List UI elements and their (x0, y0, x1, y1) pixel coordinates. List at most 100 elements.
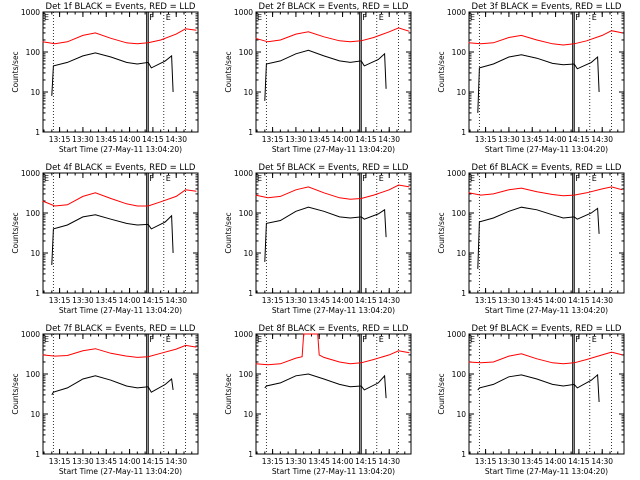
series-events-line (51, 52, 174, 96)
y-axis-label: Counts/sec (437, 373, 446, 414)
plot-frame (468, 11, 625, 133)
series-lld-line (468, 186, 623, 197)
panel-title: Det 7f BLACK = Events, RED = LLD (46, 324, 196, 334)
series-lld-line (42, 28, 197, 45)
panel-title: Det 2f BLACK = Events, RED = LLD (259, 2, 409, 12)
series-lld-line (42, 189, 197, 207)
y-tick-label: 1000 (234, 8, 253, 17)
y-tick-label: 1000 (234, 169, 253, 178)
y-tick-label: 10 (30, 88, 40, 97)
marker-label: E (44, 335, 49, 344)
series-events-line (264, 373, 387, 399)
y-tick-label: 100 (26, 370, 41, 379)
y-tick-label: 100 (452, 209, 467, 218)
x-tick-label: 13:45 (521, 296, 543, 305)
marker-label: E (470, 13, 475, 22)
y-axis-label: Counts/sec (11, 51, 20, 92)
y-axis-label: Counts/sec (437, 51, 446, 92)
x-tick-label: 14:00 (119, 457, 141, 466)
x-tick-label: 14:30 (378, 135, 400, 144)
y-tick-label: 1000 (21, 330, 40, 339)
y-tick-label: 1 (35, 289, 40, 298)
marker-label: E (470, 335, 475, 344)
y-tick-label: 1 (461, 289, 466, 298)
y-tick-label: 10 (243, 410, 253, 419)
detector-panel-1: Det 1f BLACK = Events, RED = LLD 1 10 100 10… (11, 2, 199, 154)
marker-label: F (149, 174, 154, 183)
x-tick-label: 13:15 (49, 457, 71, 466)
plot-frame (468, 333, 625, 455)
x-tick-label: 14:30 (378, 296, 400, 305)
y-tick-label: 100 (452, 370, 467, 379)
x-axis-label: Start Time (27-May-11 13:04:20) (485, 467, 608, 476)
x-tick-label: 14:00 (332, 296, 354, 305)
y-tick-label: 10 (30, 410, 40, 419)
marker-label: E (257, 174, 262, 183)
marker-label: F (575, 13, 580, 22)
x-tick-label: 13:30 (285, 135, 307, 144)
y-tick-label: 1 (35, 128, 40, 137)
y-tick-label: 100 (239, 209, 254, 218)
marker-label: F (362, 174, 367, 183)
panel-title: Det 6f BLACK = Events, RED = LLD (472, 163, 622, 173)
series-lld-line (468, 30, 623, 46)
x-tick-label: 14:00 (119, 296, 141, 305)
x-tick-label: 14:15 (568, 457, 590, 466)
x-tick-label: 13:30 (498, 135, 520, 144)
x-tick-label: 14:15 (142, 457, 164, 466)
panel-title: Det 8f BLACK = Events, RED = LLD (259, 324, 409, 334)
series-lld-line (255, 184, 410, 200)
y-tick-label: 10 (456, 249, 466, 258)
y-tick-label: 1000 (21, 8, 40, 17)
x-tick-label: 13:45 (95, 457, 117, 466)
series-lld-line (255, 27, 410, 43)
detector-panel-5: Det 5f BLACK = Events, RED = LLD 1 10 100 10… (224, 163, 412, 315)
x-tick-label: 14:00 (545, 296, 567, 305)
x-tick-label: 14:30 (165, 135, 187, 144)
marker-label: E (592, 174, 597, 183)
plot-frame (42, 172, 199, 294)
y-tick-label: 1000 (447, 330, 466, 339)
x-tick-label: 13:30 (72, 457, 94, 466)
x-axis-label: Start Time (27-May-11 13:04:20) (272, 145, 395, 154)
x-tick-label: 14:15 (355, 457, 377, 466)
marker-label: E (592, 13, 597, 22)
y-axis-label: Counts/sec (224, 212, 233, 253)
y-tick-label: 100 (26, 209, 41, 218)
detector-panel-7: Det 7f BLACK = Events, RED = LLD 1 10 100 10… (11, 324, 199, 476)
y-tick-label: 1 (248, 289, 253, 298)
marker-label: E (166, 335, 171, 344)
y-tick-label: 1 (461, 450, 466, 459)
x-tick-label: 13:15 (262, 296, 284, 305)
panel-title: Det 5f BLACK = Events, RED = LLD (259, 163, 409, 173)
x-tick-label: 13:15 (475, 457, 497, 466)
y-tick-label: 1 (248, 128, 253, 137)
detector-panel-9: Det 9f BLACK = Events, RED = LLD 1 10 100 10… (437, 324, 625, 476)
x-tick-label: 14:15 (142, 296, 164, 305)
x-tick-label: 13:45 (521, 457, 543, 466)
series-events-line (264, 206, 387, 262)
x-tick-label: 13:30 (498, 457, 520, 466)
x-axis-label: Start Time (27-May-11 13:04:20) (272, 467, 395, 476)
y-tick-label: 1000 (21, 169, 40, 178)
y-tick-label: 1 (461, 128, 466, 137)
x-tick-label: 13:15 (475, 296, 497, 305)
detector-panel-3: Det 3f BLACK = Events, RED = LLD 1 10 100 10… (437, 2, 625, 154)
detector-panel-6: Det 6f BLACK = Events, RED = LLD 1 10 100 10… (437, 163, 625, 315)
y-tick-label: 10 (456, 88, 466, 97)
x-tick-label: 14:00 (332, 135, 354, 144)
x-tick-label: 14:00 (119, 135, 141, 144)
panel-title: Det 4f BLACK = Events, RED = LLD (46, 163, 196, 173)
y-tick-label: 10 (243, 88, 253, 97)
marker-label: F (575, 335, 580, 344)
y-axis-label: Counts/sec (437, 212, 446, 253)
series-events-line (51, 214, 174, 266)
x-tick-label: 14:30 (591, 135, 613, 144)
marker-label: F (575, 174, 580, 183)
x-tick-label: 13:45 (308, 296, 330, 305)
x-tick-label: 14:00 (545, 457, 567, 466)
detector-panel-8: Det 8f BLACK = Events, RED = LLD 1 10 100 10… (224, 324, 412, 476)
y-axis-label: Counts/sec (11, 212, 20, 253)
marker-label: E (379, 13, 384, 22)
x-tick-label: 13:30 (285, 296, 307, 305)
